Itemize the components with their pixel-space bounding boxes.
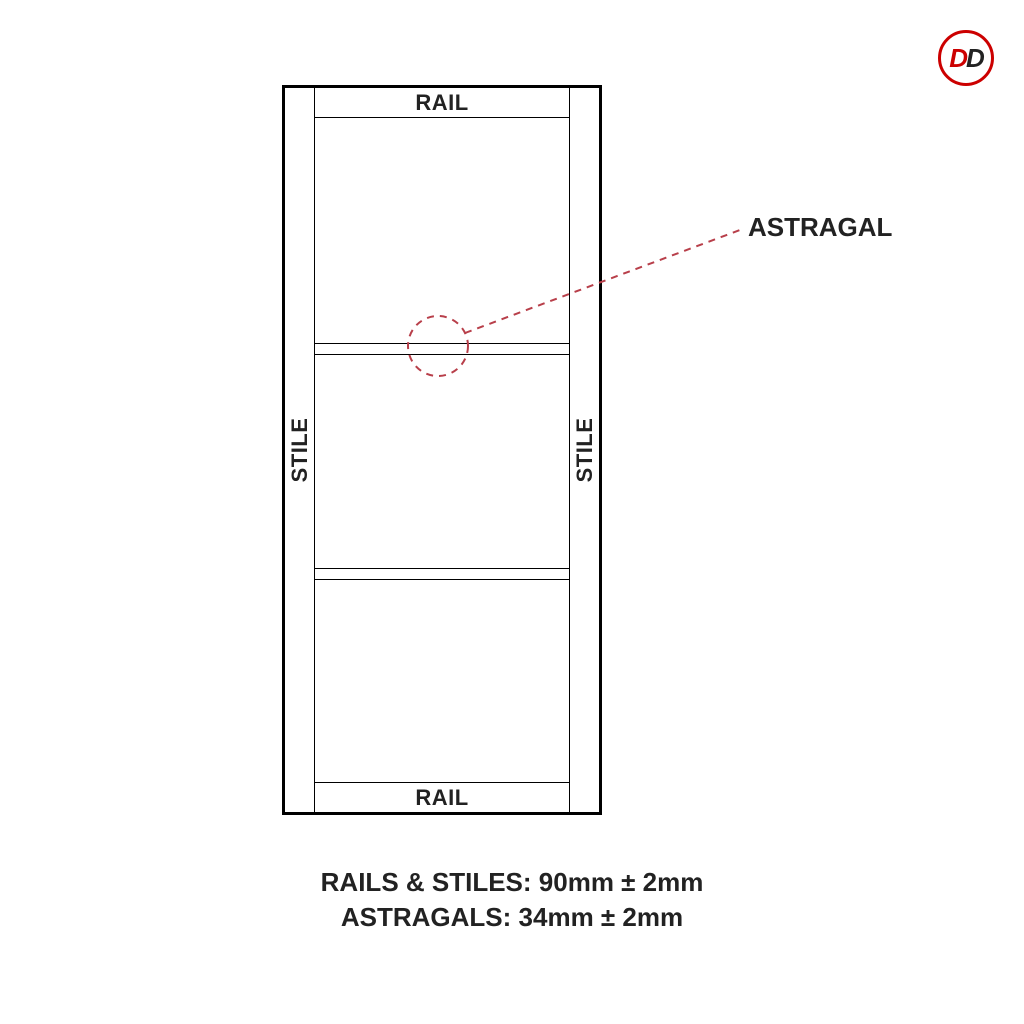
caption-line-1: RAILS & STILES: 90mm ± 2mm bbox=[0, 865, 1024, 900]
stile-left: STILE bbox=[285, 88, 315, 812]
rail-top: RAIL bbox=[315, 88, 569, 118]
caption: RAILS & STILES: 90mm ± 2mm ASTRAGALS: 34… bbox=[0, 865, 1024, 935]
stile-left-label: STILE bbox=[287, 418, 313, 483]
rail-bottom-label: RAIL bbox=[415, 785, 468, 811]
rail-top-label: RAIL bbox=[415, 90, 468, 116]
stile-right-label: STILE bbox=[572, 418, 598, 483]
stile-right: STILE bbox=[569, 88, 599, 812]
astragal-1 bbox=[315, 343, 569, 355]
astragal-callout-label: ASTRAGAL bbox=[748, 212, 892, 243]
astragal-2 bbox=[315, 568, 569, 580]
door-outline: STILE STILE RAIL RAIL bbox=[282, 85, 602, 815]
caption-line-2: ASTRAGALS: 34mm ± 2mm bbox=[0, 900, 1024, 935]
rail-bottom: RAIL bbox=[315, 782, 569, 812]
